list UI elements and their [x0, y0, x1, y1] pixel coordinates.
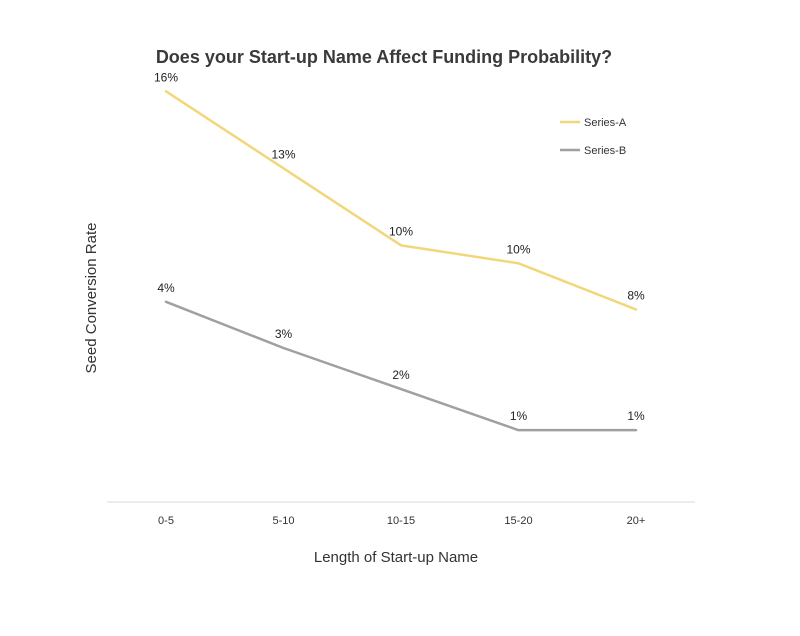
legend-label-series-b: Series-B: [584, 145, 626, 157]
data-label-series-a: 10%: [506, 242, 530, 256]
data-label-series-b: 1%: [510, 409, 528, 423]
data-label-series-b: 2%: [392, 368, 410, 382]
series-line-series-b: [164, 300, 638, 432]
data-label-series-b: 1%: [627, 409, 645, 423]
data-label-series-a: 10%: [389, 224, 413, 238]
x-axis-title: Length of Start-up Name: [314, 549, 478, 566]
x-tick-label: 10-15: [387, 515, 415, 527]
x-tick-label: 15-20: [504, 515, 532, 527]
data-labels: 16% 13% 10% 10% 8% 4% 3% 2% 1% 1%: [154, 70, 645, 423]
x-tick-label: 0-5: [158, 515, 174, 527]
series-layer: [164, 90, 638, 432]
data-label-series-a: 13%: [271, 147, 295, 161]
data-label-series-b: 3%: [275, 327, 293, 341]
y-axis-title: Seed Conversion Rate: [83, 223, 100, 374]
x-axis-ticks: 0-5 5-10 10-15 15-20 20+: [158, 515, 645, 527]
x-tick-label: 20+: [627, 515, 646, 527]
legend: Series-A Series-B: [560, 117, 627, 157]
series-line-series-a: [164, 90, 638, 311]
data-label-series-b: 4%: [157, 281, 175, 295]
chart-title: Does your Start-up Name Affect Funding P…: [156, 47, 612, 67]
data-label-series-a: 8%: [627, 289, 645, 303]
x-tick-label: 5-10: [272, 515, 294, 527]
legend-label-series-a: Series-A: [584, 117, 627, 129]
data-label-series-a: 16%: [154, 70, 178, 84]
